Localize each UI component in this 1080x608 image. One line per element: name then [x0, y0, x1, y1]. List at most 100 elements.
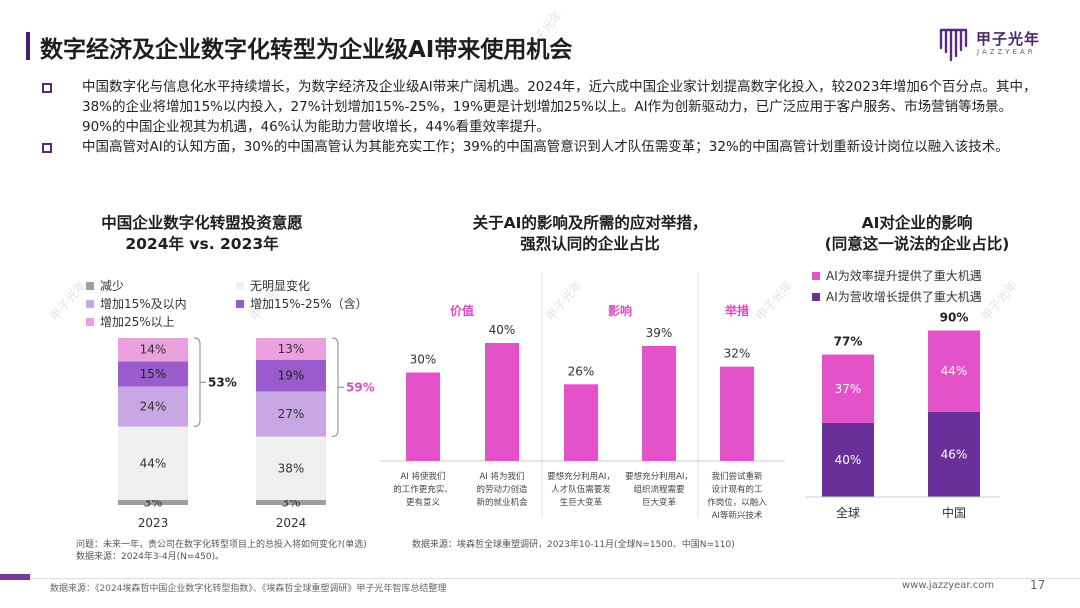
- category-label: AI 将为我们的劳动力创造新的就业机会: [476, 471, 528, 508]
- category-label: 要想充分利用AI，人才队伍需要发生巨大变革: [547, 471, 615, 508]
- bracket-label: 53%: [208, 375, 237, 389]
- legend-label: AI为效率提升提供了重大机遇: [826, 269, 982, 283]
- legend-item-decrease: 减少: [86, 277, 124, 294]
- data-label: 44%: [941, 364, 968, 378]
- total-label: 90%: [940, 311, 969, 325]
- legend-swatch: [236, 281, 244, 290]
- bar-segment: [118, 338, 188, 362]
- data-label: 37%: [835, 382, 862, 396]
- bar-segment: [256, 499, 326, 505]
- bullet-square-icon: [42, 143, 52, 153]
- category-label: 要想充分利用AI，组织流程需要巨大变革: [625, 471, 693, 508]
- bar: [485, 343, 519, 461]
- legend-label: 增加15%及以内: [100, 297, 187, 311]
- footer-source: 数据来源：《2024埃森哲中国企业数字化转型指数》、《埃森哲全球重塑调研》甲子光…: [50, 584, 447, 594]
- legend-label: 无明显变化: [250, 279, 311, 293]
- bracket: [193, 337, 201, 428]
- group-label: 影响: [608, 303, 632, 318]
- group-label: 价值: [450, 303, 474, 318]
- bar-segment: [256, 359, 326, 392]
- watermark: 甲子光年: [47, 277, 90, 324]
- legend-label: AI为营收增长提供了重大机遇: [826, 290, 982, 304]
- data-label: 13%: [278, 342, 305, 356]
- data-label: 14%: [140, 343, 167, 357]
- bar-segment: [118, 499, 188, 505]
- legend-swatch: [86, 299, 94, 308]
- legend-item-efficiency: AI为效率提升提供了重大机遇: [812, 267, 982, 284]
- legend-item-revenue: AI为营收增长提供了重大机遇: [812, 288, 982, 305]
- legend-label: 增加25%以上: [100, 315, 175, 329]
- bar: [564, 384, 598, 461]
- bullet-paragraph-1: 中国数字化与信息化水平持续增长，为数字经济及企业级AI带来广阔机遇。2024年，…: [42, 77, 1042, 137]
- group-label: 举措: [724, 303, 749, 318]
- bullet-text: 中国数字化与信息化水平持续增长，为数字经济及企业级AI带来广阔机遇。2024年，…: [82, 79, 1037, 135]
- bracket-label: 59%: [346, 380, 375, 394]
- bar: [642, 345, 676, 461]
- footer-divider: [0, 578, 1080, 579]
- logo-text: 甲子光年: [976, 30, 1041, 48]
- legend-swatch: [86, 317, 94, 326]
- x-tick-label: 2023: [138, 516, 169, 530]
- data-label: 38%: [278, 461, 305, 475]
- bullet-text: 中国高管对AI的认知方面，30%的中国高管认为其能充实工作；39%的中国高管意识…: [82, 139, 1009, 155]
- data-label: 27%: [278, 407, 305, 421]
- page-number: 17: [1030, 578, 1046, 592]
- chart1-title: 中国企业数字化转盟投资意愿 2024年 vs. 2023年: [101, 214, 303, 253]
- bullet-square-icon: [42, 83, 52, 93]
- chart1-stacked-bars: 3%44%24%15%14%202353%3%38%27%19%13%20245…: [118, 337, 375, 530]
- legend-swatch: [812, 292, 820, 301]
- data-label: 30%: [410, 353, 437, 367]
- chart3-title: AI对企业的影响 (同意这一说法的企业占比): [824, 214, 1010, 253]
- chart1-note: 问题：未来一年，贵公司在数字化转型项目上的总投入将如何变化?(单选) 数据来源：…: [76, 540, 367, 562]
- data-label: 39%: [646, 326, 673, 340]
- footer-url: www.jazzyear.com: [902, 580, 995, 591]
- bar: [406, 372, 440, 461]
- x-tick-label: 中国: [942, 505, 966, 520]
- total-label: 77%: [834, 335, 863, 349]
- legend-swatch: [812, 271, 820, 280]
- data-label: 40%: [835, 453, 862, 467]
- category-label: 我们尝试重新设计现有的工作岗位，以融入 AI等新兴技术: [707, 471, 767, 521]
- bar-segment: [822, 354, 874, 423]
- x-tick-label: 全球: [836, 505, 860, 520]
- chart2-bar-chart: 价值 影响 举措 30% AI 将使我们的工作更充实、更有意义 40% AI 将为我们的劳动…: [380, 273, 785, 521]
- bar-segment: [118, 361, 188, 387]
- logo-subtext: JAZZYEAR: [977, 48, 1036, 56]
- data-label: 46%: [941, 447, 968, 461]
- bar-segment: [256, 436, 326, 500]
- legend-swatch: [86, 281, 94, 290]
- bar-segment: [118, 386, 188, 427]
- data-label: 40%: [489, 323, 516, 337]
- bar-segment: [928, 330, 980, 412]
- jazzyear-logo-icon: [939, 28, 968, 62]
- bar-segment: [256, 391, 326, 437]
- footer-accent: [0, 574, 30, 580]
- page-title: 数字经济及企业数字化转型为企业级AI带来使用机会: [40, 37, 573, 63]
- bracket: [331, 337, 339, 438]
- category-label: AI 将使我们的工作更充实、更有意义: [393, 471, 453, 508]
- legend-item-up-25: 增加25%以上: [86, 313, 175, 330]
- bar-segment: [822, 423, 874, 497]
- chart2-note: 数据来源：埃森哲全球重塑调研，2023年10-11月(全球N=1500、中国N=…: [412, 540, 735, 550]
- title-accent-bar: [26, 32, 30, 60]
- data-label: 44%: [140, 456, 167, 470]
- chart2-title: 关于AI的影响及所需的应对举措， 强烈认同的企业占比: [472, 214, 708, 253]
- legend-item-up-15-25: 增加15%-25%（含）: [236, 295, 368, 312]
- legend-item-up-15: 增加15%及以内: [86, 295, 187, 312]
- data-label: 26%: [568, 364, 595, 378]
- legend-item-no-change: 无明显变化: [236, 277, 310, 294]
- chart3-stacked-bars: 40% 37% 77% 全球 46% 44% 90% 中国: [805, 311, 1000, 520]
- legend-swatch: [236, 299, 244, 308]
- data-label: 32%: [724, 347, 751, 361]
- bar-segment: [256, 338, 326, 360]
- x-tick-label: 2024: [276, 516, 307, 530]
- data-label: 15%: [140, 367, 167, 381]
- data-label: 19%: [278, 369, 305, 383]
- bar-segment: [928, 411, 980, 497]
- data-label: 24%: [140, 399, 167, 413]
- legend-label: 减少: [100, 279, 125, 293]
- bar: [720, 366, 754, 461]
- bar-segment: [118, 426, 188, 500]
- bullet-paragraph-2: 中国高管对AI的认知方面，30%的中国高管认为其能充实工作；39%的中国高管意识…: [42, 137, 1042, 157]
- legend-label: 增加15%-25%（含）: [250, 297, 368, 311]
